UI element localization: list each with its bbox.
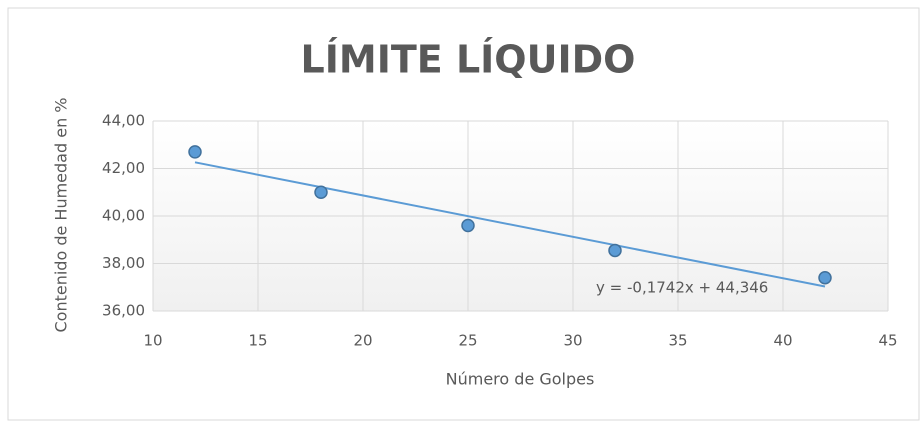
x-tick-label: 15 (248, 332, 267, 350)
trendline-equation: y = -0,1742x + 44,346 (596, 279, 768, 297)
chart-title: LÍMITE LÍQUIDO (301, 38, 636, 82)
trendline (194, 161, 826, 288)
data-point (188, 145, 202, 159)
y-tick-label: 44,00 (102, 112, 145, 130)
y-tick-label: 40,00 (102, 207, 145, 225)
x-tick-label: 30 (563, 332, 582, 350)
x-tick-label: 40 (773, 332, 792, 350)
y-tick-label: 36,00 (102, 302, 145, 320)
x-tick-label: 35 (668, 332, 687, 350)
data-point (818, 271, 832, 285)
y-tick-label: 38,00 (102, 254, 145, 272)
x-tick-label: 25 (458, 332, 477, 350)
data-point (314, 185, 328, 199)
y-axis-title: Contenido de Humedad en % (52, 98, 71, 333)
y-tick-label: 42,00 (102, 159, 145, 177)
data-point (461, 218, 475, 233)
data-point (608, 243, 622, 258)
x-tick-label: 45 (878, 332, 897, 350)
x-axis-title: Número de Golpes (446, 370, 595, 389)
x-tick-label: 10 (143, 332, 162, 350)
x-tick-label: 20 (353, 332, 372, 350)
